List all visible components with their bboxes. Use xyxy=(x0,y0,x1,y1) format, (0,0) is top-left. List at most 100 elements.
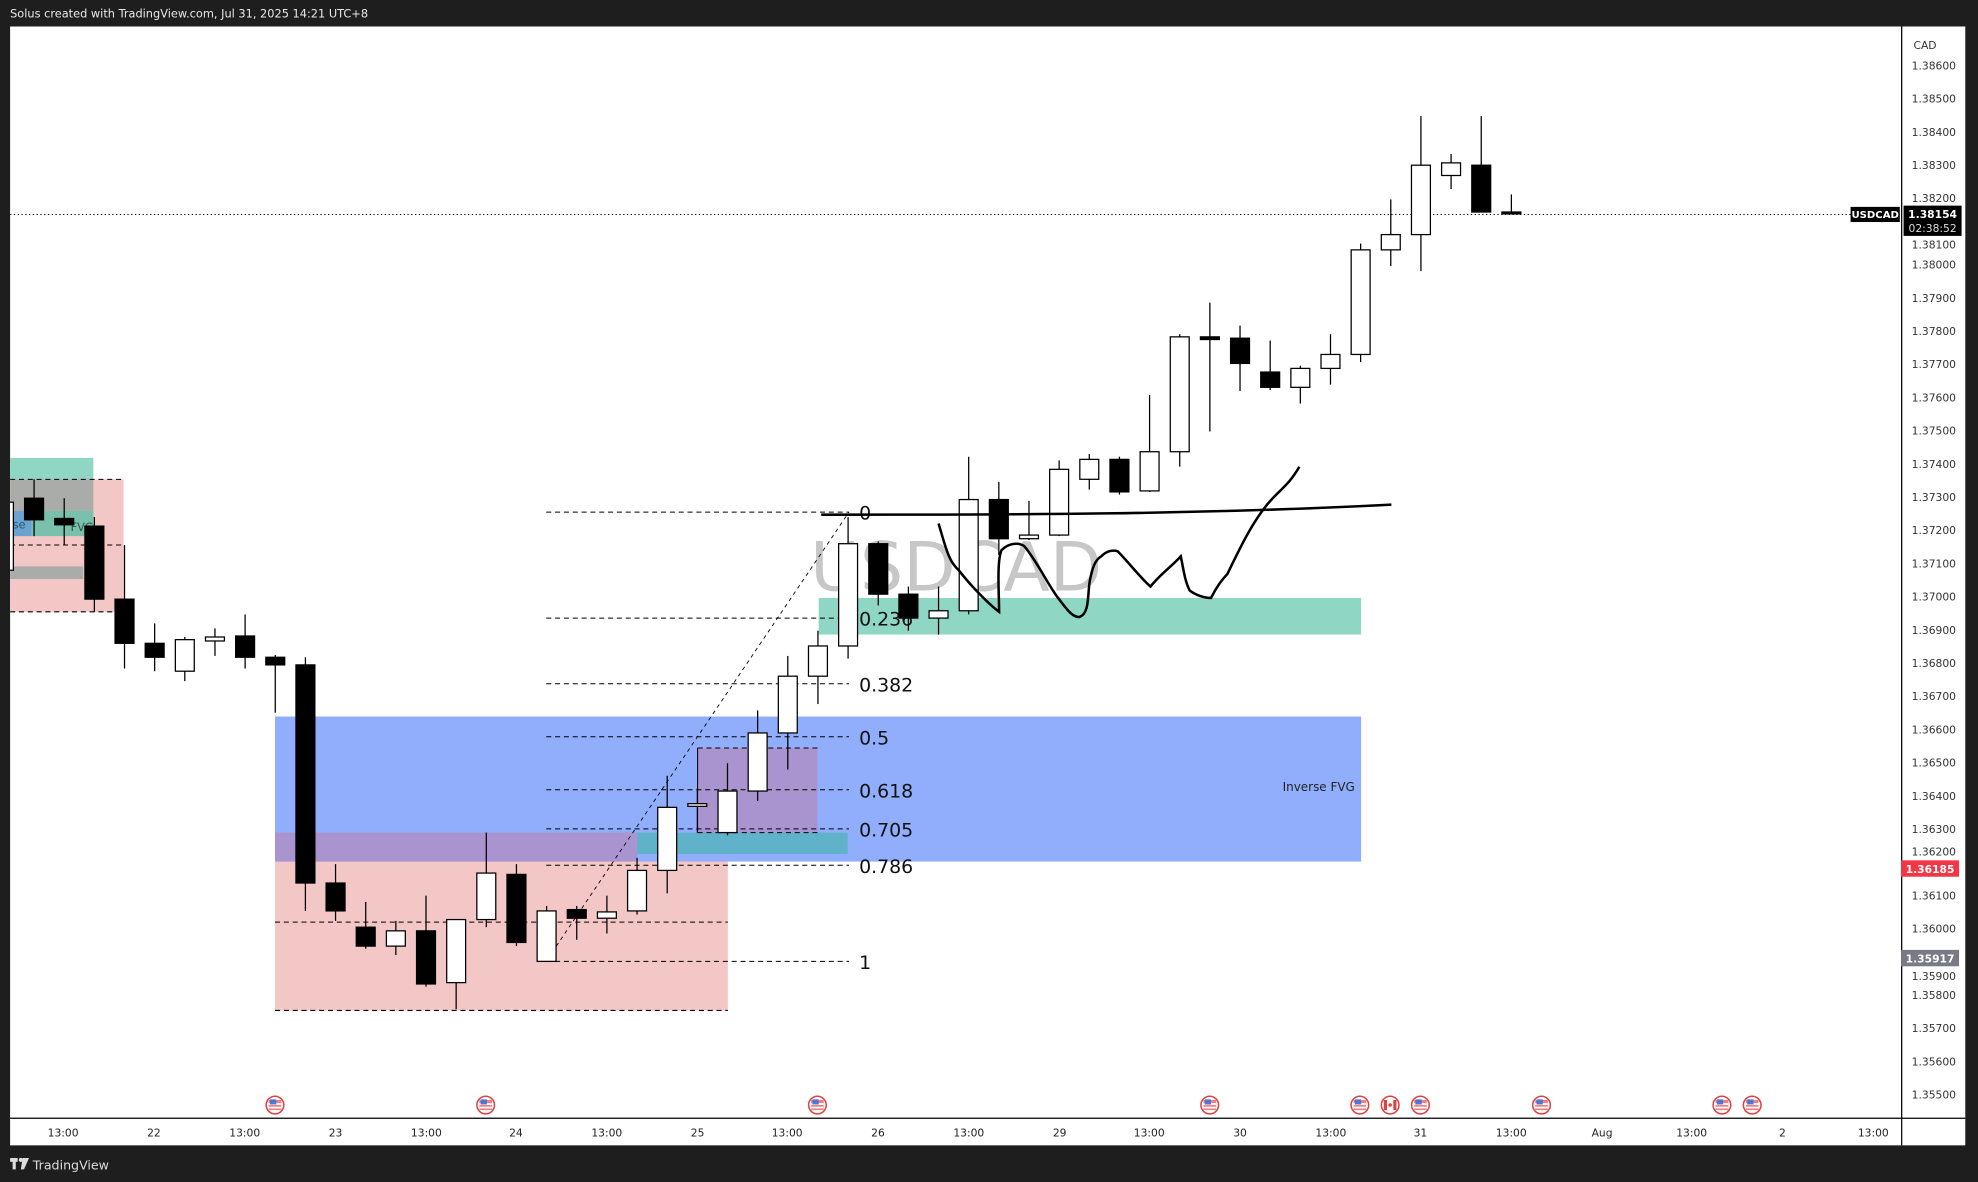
candle-body xyxy=(958,498,979,612)
price-tick-label: 1.36900 xyxy=(1912,624,1957,637)
us-flag-icon[interactable] xyxy=(1531,1095,1552,1115)
candle-bearish xyxy=(355,901,376,949)
tradingview-logo-icon xyxy=(10,1157,30,1170)
time-axis[interactable]: 13:00 22 13:00 23 13:00 24 13:00 25 13:00 26 13:00… xyxy=(10,1117,1966,1146)
fib-level-label: 0.786 xyxy=(859,856,913,878)
candle-body xyxy=(54,517,75,526)
time-tick-label: Aug xyxy=(1592,1127,1613,1140)
price-tick-label: 1.35800 xyxy=(1912,989,1957,1002)
candle-bullish xyxy=(174,637,195,682)
teal-small-zone xyxy=(637,832,848,855)
candle-body xyxy=(23,497,45,521)
candle-body xyxy=(687,803,708,807)
price-tick-label: 1.36700 xyxy=(1912,690,1957,703)
us-flag-icon[interactable] xyxy=(1410,1095,1431,1115)
time-tick-label: 31 xyxy=(1414,1127,1428,1140)
candle-body xyxy=(355,926,376,947)
candle-body xyxy=(1440,162,1462,177)
price-tick-label: 1.36100 xyxy=(1912,889,1957,902)
candle-bullish xyxy=(596,895,617,934)
red-price-text: 1.36185 xyxy=(1906,863,1955,876)
price-tick-label: 1.35600 xyxy=(1912,1055,1957,1068)
us-flag-icon[interactable] xyxy=(265,1095,285,1115)
price-tick-label: 1.38200 xyxy=(1912,192,1957,205)
candle-bullish xyxy=(1320,334,1341,385)
candle-body xyxy=(1290,367,1311,388)
candle-body xyxy=(988,498,1009,540)
candle-bullish xyxy=(1350,243,1371,363)
candle-bullish xyxy=(1169,334,1190,467)
time-tick-label: 24 xyxy=(509,1127,523,1140)
candle-body xyxy=(807,645,829,677)
price-tick-label: 1.37900 xyxy=(1912,292,1957,305)
candle-countdown: 02:38:52 xyxy=(1909,222,1957,235)
candle-bullish xyxy=(717,763,738,836)
economic-event-flags[interactable] xyxy=(265,1095,1762,1115)
candle-bearish xyxy=(114,545,135,669)
candle-body xyxy=(1018,534,1040,540)
candle-bullish xyxy=(687,788,708,833)
candle-body xyxy=(84,525,105,600)
candle-bearish xyxy=(325,864,346,921)
candles xyxy=(10,116,1522,1010)
candle-body xyxy=(626,869,648,912)
time-tick-label: 29 xyxy=(1053,1127,1067,1140)
candle-bullish xyxy=(1410,116,1432,272)
candle-bearish xyxy=(415,895,437,987)
candle-bearish xyxy=(898,586,919,631)
canada-flag-icon[interactable] xyxy=(1380,1095,1400,1115)
candle-body xyxy=(898,593,919,619)
candle-body xyxy=(1139,451,1160,492)
header-bar xyxy=(0,0,1978,27)
price-tick-label: 1.35500 xyxy=(1912,1089,1957,1102)
candle-body xyxy=(235,635,256,658)
fib-level-label: 0.382 xyxy=(859,674,913,696)
us-flag-icon[interactable] xyxy=(1200,1095,1220,1115)
candle-body xyxy=(868,543,889,595)
currency-label[interactable]: CAD xyxy=(1913,39,1936,52)
candle-bearish xyxy=(265,654,286,713)
price-tick-label: 1.35900 xyxy=(1912,970,1957,983)
chart-pane[interactable]: se FVG Inverse FVG USDCAD 00.2360.3820.5… xyxy=(0,26,1902,1118)
time-tick-label: 13:00 xyxy=(1134,1127,1165,1140)
footer-brand: TradingView xyxy=(32,1157,109,1172)
price-tick-label: 1.38000 xyxy=(1912,259,1957,272)
us-flag-icon[interactable] xyxy=(1712,1095,1732,1115)
candle-bullish xyxy=(1380,199,1401,267)
candle-body xyxy=(1260,371,1281,388)
time-tick-label: 30 xyxy=(1233,1127,1247,1140)
candle-body xyxy=(596,911,617,919)
horizontal-drawn-line[interactable] xyxy=(821,503,1392,516)
candle-body xyxy=(144,642,165,658)
us-flag-icon[interactable] xyxy=(1742,1095,1762,1115)
candle-bearish xyxy=(84,517,105,612)
time-tick-label: 23 xyxy=(329,1127,343,1140)
us-flag-icon[interactable] xyxy=(807,1095,828,1115)
last-price-badge xyxy=(1903,205,1962,236)
time-tick-label: 13:00 xyxy=(411,1127,442,1140)
us-flag-icon[interactable] xyxy=(476,1095,496,1115)
candle-body xyxy=(174,639,195,672)
candle-bearish xyxy=(235,614,256,669)
freehand-drawing[interactable] xyxy=(937,466,1301,619)
price-tick-label: 1.38100 xyxy=(1912,239,1957,252)
candle-body xyxy=(1350,249,1371,356)
candle-bullish xyxy=(10,501,15,571)
price-tick-label: 1.38400 xyxy=(1912,126,1957,139)
candle-bullish xyxy=(626,857,648,915)
us-flag-icon[interactable] xyxy=(1350,1095,1370,1115)
symbol-badge xyxy=(1850,206,1900,223)
price-tick-label: 1.36800 xyxy=(1912,657,1957,670)
candle-bearish xyxy=(1471,116,1492,213)
price-tick-label: 1.37200 xyxy=(1912,524,1957,537)
candle-bullish xyxy=(958,456,979,615)
time-tick-label: 13:00 xyxy=(953,1127,984,1140)
price-axis[interactable]: CAD 1.38600 1.38500 1.38400 1.38300 1.38200 1… xyxy=(1850,26,1966,1146)
price-tick-label: 1.37000 xyxy=(1912,591,1957,604)
candle-body xyxy=(928,610,949,619)
candle-body xyxy=(1501,211,1522,215)
candle-bullish xyxy=(838,517,859,659)
inverse-fvg-label: Inverse FVG xyxy=(1283,780,1355,794)
candle-body xyxy=(777,675,798,734)
